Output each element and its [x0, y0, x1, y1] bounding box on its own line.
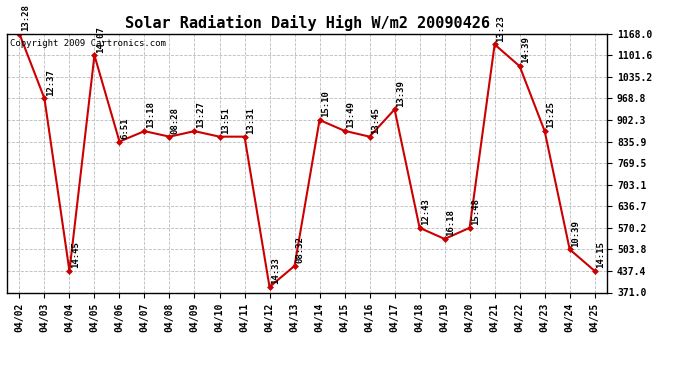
Text: 6:51: 6:51	[121, 117, 130, 139]
Text: 14:39: 14:39	[521, 37, 530, 63]
Text: 15:10: 15:10	[321, 90, 330, 117]
Text: 10:39: 10:39	[571, 220, 580, 247]
Text: 13:25: 13:25	[546, 102, 555, 128]
Text: Copyright 2009 Cartronics.com: Copyright 2009 Cartronics.com	[10, 39, 166, 48]
Text: 14:15: 14:15	[596, 241, 605, 268]
Title: Solar Radiation Daily High W/m2 20090426: Solar Radiation Daily High W/m2 20090426	[125, 15, 489, 31]
Text: 14:45: 14:45	[71, 241, 80, 268]
Text: 08:32: 08:32	[296, 236, 305, 263]
Text: 13:51: 13:51	[221, 107, 230, 134]
Text: 13:23: 13:23	[496, 15, 505, 42]
Text: 12:37: 12:37	[46, 69, 55, 96]
Text: 13:39: 13:39	[396, 80, 405, 106]
Text: 13:31: 13:31	[246, 107, 255, 134]
Text: 13:28: 13:28	[21, 4, 30, 31]
Text: 12:43: 12:43	[421, 198, 430, 225]
Text: 14:07: 14:07	[96, 26, 105, 53]
Text: 16:18: 16:18	[446, 209, 455, 236]
Text: 13:27: 13:27	[196, 102, 205, 128]
Text: 13:45: 13:45	[371, 107, 380, 134]
Text: 13:49: 13:49	[346, 101, 355, 128]
Text: 13:18: 13:18	[146, 102, 155, 128]
Text: 14:33: 14:33	[271, 257, 280, 284]
Text: 15:48: 15:48	[471, 198, 480, 225]
Text: 08:28: 08:28	[171, 107, 180, 134]
